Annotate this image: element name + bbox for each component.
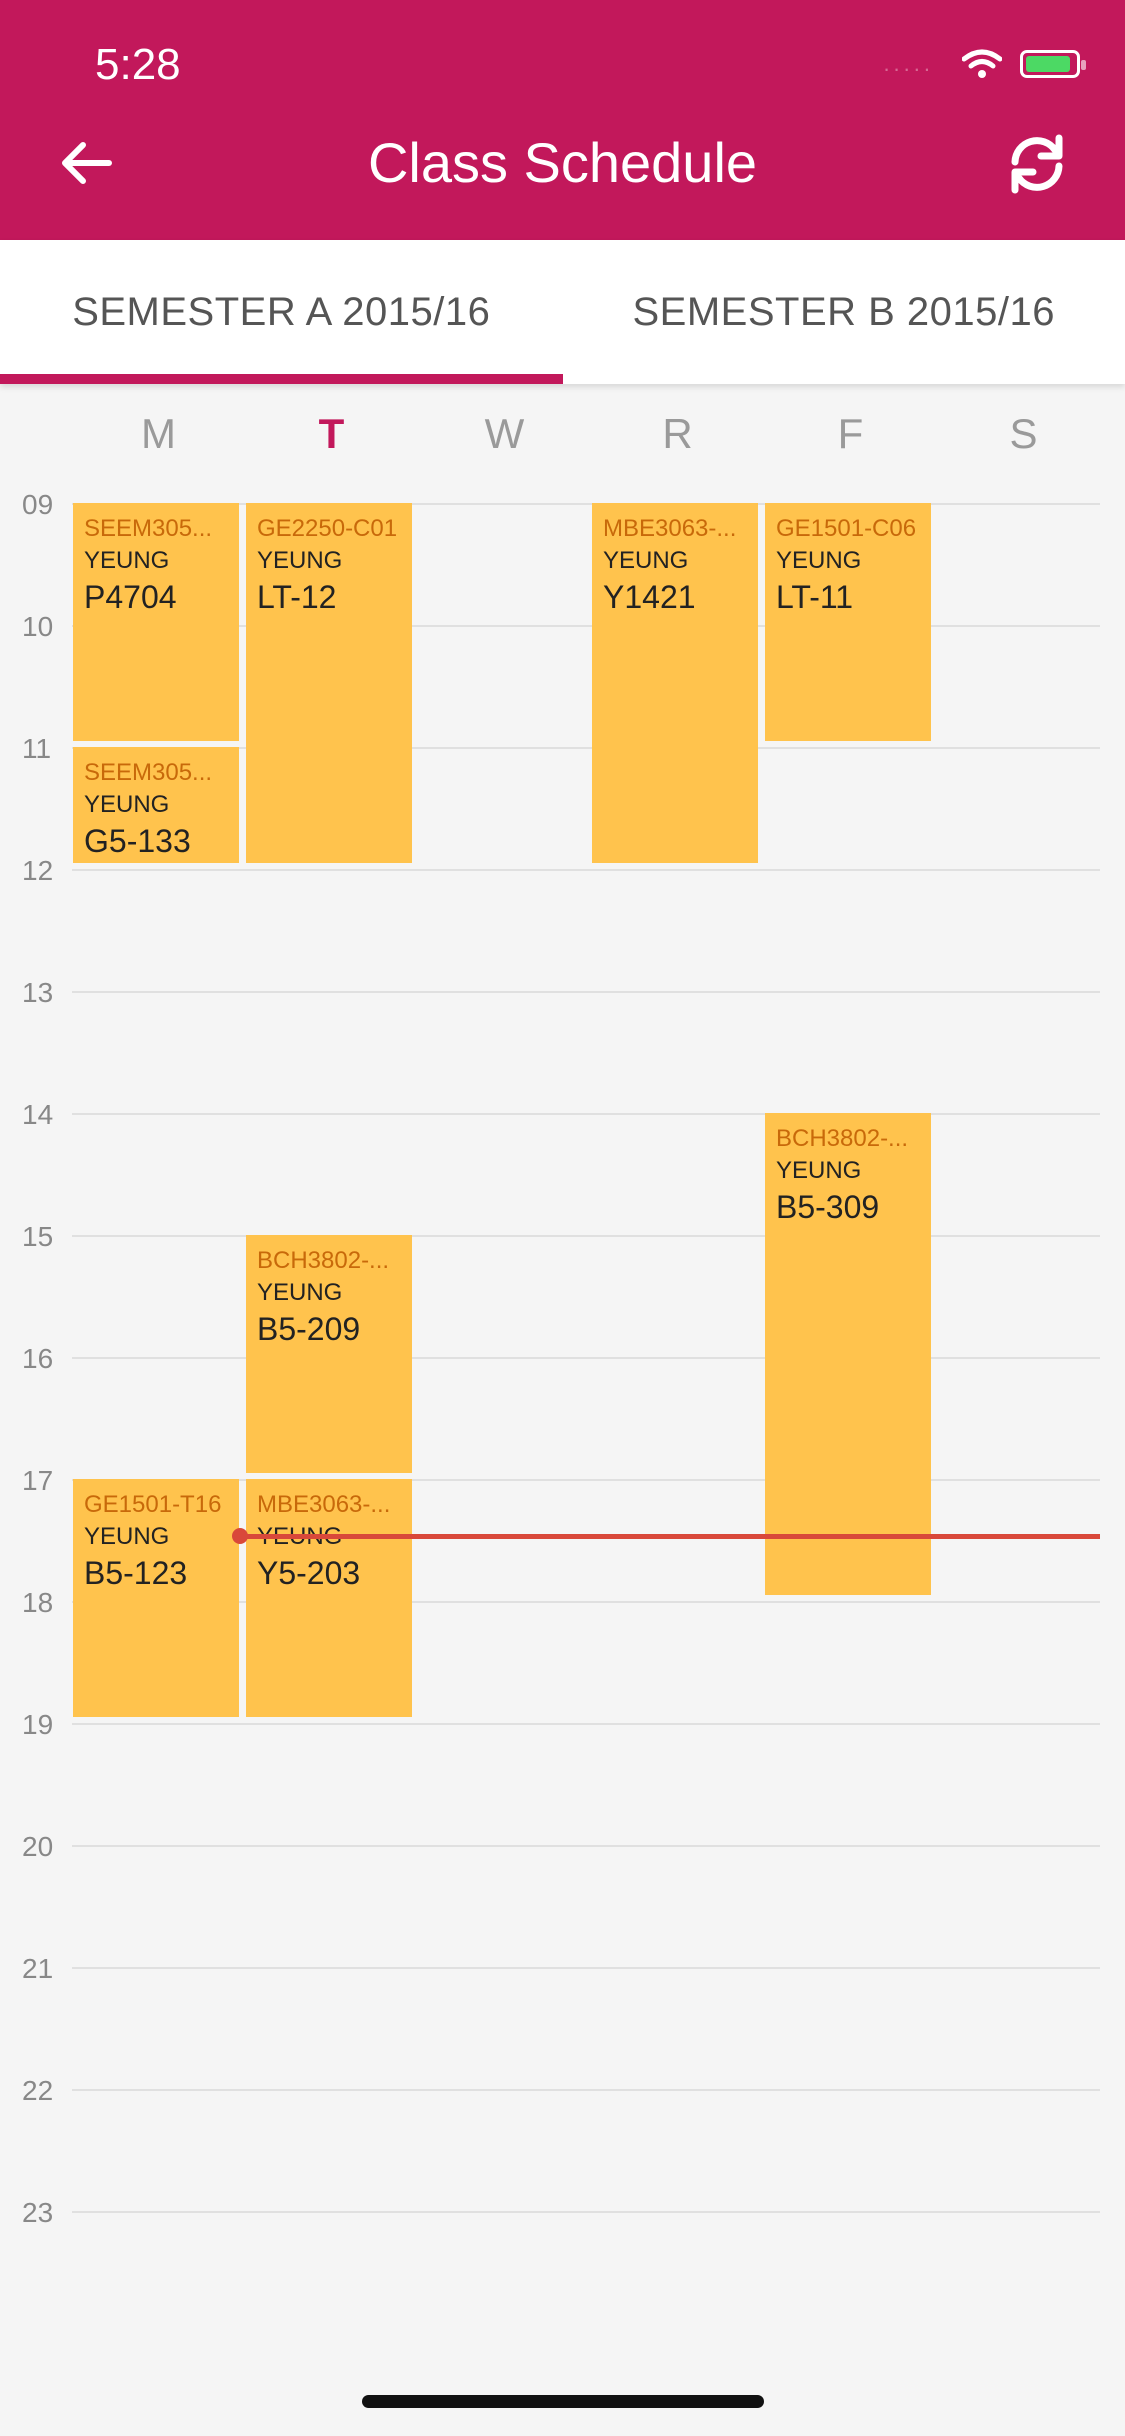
event-course-code: GE1501-C06 xyxy=(776,515,917,542)
hour-label: 21 xyxy=(22,1953,54,1984)
hour-label: 15 xyxy=(22,1221,54,1252)
day-header-f: F xyxy=(837,410,864,457)
event-course-code: MBE3063-... xyxy=(603,515,737,542)
class-event[interactable]: GE1501-C06 YEUNG LT-11 xyxy=(765,503,931,741)
class-event[interactable]: SEEM305... YEUNG G5-133 xyxy=(73,747,239,863)
hour-gridline xyxy=(72,869,1100,871)
tab-semester-b[interactable]: SEMESTER B 2015/16 xyxy=(632,289,1056,334)
battery-charging-icon xyxy=(1020,50,1086,78)
back-button[interactable] xyxy=(50,128,120,198)
hour-gridline xyxy=(72,1967,1100,1969)
arrow-left-icon xyxy=(62,142,112,184)
day-header-m: M xyxy=(141,410,176,457)
class-event[interactable]: MBE3063-...YEUNGY5-203 xyxy=(246,1479,412,1717)
hour-label: 09 xyxy=(22,489,54,520)
hour-label: 23 xyxy=(22,2197,54,2228)
day-header-s: S xyxy=(1009,410,1038,457)
event-instructor: YEUNG xyxy=(257,1279,343,1306)
event-instructor: YEUNG xyxy=(603,547,689,574)
hour-gridline xyxy=(72,2211,1100,2213)
refresh-button[interactable] xyxy=(999,126,1075,202)
app-header: 5:28 ..... Class Schedule xyxy=(0,0,1125,240)
event-course-code: SEEM305... xyxy=(84,515,213,542)
event-course-code: BCH3802-... xyxy=(776,1125,909,1152)
event-course-code: GE1501-T16 xyxy=(84,1491,222,1518)
event-instructor: YEUNG xyxy=(776,547,862,574)
class-event[interactable]: SEEM305... YEUNG P4704 xyxy=(73,503,239,741)
event-course-code: MBE3063-... xyxy=(257,1491,391,1518)
hour-label: 10 xyxy=(22,611,54,642)
hour-gridline xyxy=(72,1723,1100,1725)
hour-gridline xyxy=(72,1357,1100,1359)
day-header-t: T xyxy=(318,410,345,457)
hour-gridline xyxy=(72,1845,1100,1847)
status-time: 5:28 xyxy=(95,40,181,89)
day-header-w: W xyxy=(484,410,525,457)
hour-gridline xyxy=(72,1113,1100,1115)
refresh-icon xyxy=(1011,134,1063,194)
event-room: Y5-203 xyxy=(257,1555,361,1591)
page-title: Class Schedule xyxy=(367,131,758,194)
hour-gridline xyxy=(72,991,1100,993)
event-course-code: BCH3802-... xyxy=(257,1247,390,1274)
event-room: G5-133 xyxy=(84,823,191,859)
hour-label: 12 xyxy=(22,855,54,886)
event-course-code: GE2250-C01 xyxy=(257,515,398,542)
hour-gridline xyxy=(72,1235,1100,1237)
hour-gridline xyxy=(72,747,1100,749)
class-event[interactable]: GE2250-C01 YEUNG LT-12 xyxy=(246,503,412,863)
hour-gridline xyxy=(72,625,1100,627)
event-instructor: YEUNG xyxy=(84,547,170,574)
hour-gridline xyxy=(72,1601,1100,1603)
hour-label: 14 xyxy=(22,1099,54,1130)
class-event[interactable]: BCH3802-... YEUNG B5-209 xyxy=(246,1235,412,1473)
hour-label: 16 xyxy=(22,1343,54,1374)
event-instructor: YEUNG xyxy=(257,547,343,574)
signal-dots: ..... xyxy=(883,51,934,76)
hour-gridline xyxy=(72,1479,1100,1481)
event-room: B5-123 xyxy=(84,1555,188,1591)
wifi-icon xyxy=(962,49,1002,78)
hour-gridline xyxy=(72,503,1100,505)
event-course-code: SEEM305... xyxy=(84,759,213,786)
event-instructor: YEUNG xyxy=(84,791,170,818)
event-room: LT-11 xyxy=(776,579,854,615)
hour-label: 11 xyxy=(22,733,52,764)
event-room: P4704 xyxy=(84,579,177,615)
status-icons: ..... xyxy=(883,48,1086,80)
hour-label: 22 xyxy=(22,2075,54,2106)
event-room: Y1421 xyxy=(603,579,696,615)
event-room: B5-209 xyxy=(257,1311,361,1347)
home-indicator xyxy=(362,2395,764,2408)
hour-label: 18 xyxy=(22,1587,54,1618)
day-header-r: R xyxy=(662,410,693,457)
current-time-line xyxy=(240,1533,1100,1539)
hour-gridline xyxy=(72,2089,1100,2091)
current-time-dot xyxy=(232,1527,248,1544)
event-room: LT-12 xyxy=(257,579,337,615)
event-instructor: YEUNG xyxy=(776,1157,862,1184)
class-event[interactable]: BCH3802-... YEUNG B5-309 xyxy=(765,1113,931,1595)
hour-label: 19 xyxy=(22,1709,54,1740)
hour-label: 17 xyxy=(22,1465,54,1496)
class-event[interactable]: MBE3063-... YEUNG Y1421 xyxy=(592,503,758,863)
event-room: B5-309 xyxy=(776,1189,880,1225)
semester-tabs: SEMESTER A 2015/16 SEMESTER B 2015/16 xyxy=(0,240,1125,384)
hour-label: 13 xyxy=(22,977,54,1008)
class-event[interactable]: GE1501-T16 YEUNG B5-123 xyxy=(73,1479,239,1717)
tab-semester-a[interactable]: SEMESTER A 2015/16 xyxy=(0,240,563,384)
event-instructor: YEUNG xyxy=(84,1523,170,1550)
hour-label: 20 xyxy=(22,1831,54,1862)
